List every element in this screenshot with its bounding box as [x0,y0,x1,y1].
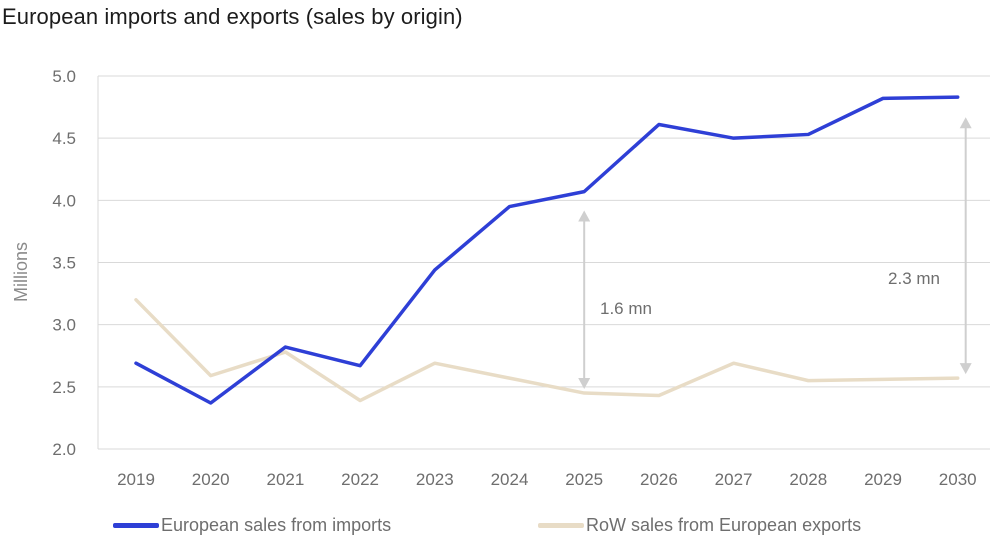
legend-label-imports: European sales from imports [161,515,392,535]
x-tick-label: 2026 [640,470,678,489]
x-tick-label: 2021 [266,470,304,489]
annotation-arrowhead-down [959,363,972,375]
annotation-arrowhead-up [959,117,972,129]
annotation-label: 1.6 mn [600,299,652,318]
x-tick-label: 2019 [117,470,155,489]
legend-swatch-imports [113,523,159,528]
x-tick-label: 2030 [939,470,977,489]
series-lines [134,95,960,405]
legend-label-exports: RoW sales from European exports [586,515,862,535]
annotation-arrowhead-up [578,210,591,222]
annotation-label: 2.3 mn [888,269,940,288]
y-tick-label: 4.0 [52,191,76,210]
legend-item-exports: RoW sales from European exports [538,515,861,536]
y-tick-label: 2.0 [52,440,76,459]
x-tick-label: 2023 [416,470,454,489]
y-tick-label: 5.0 [52,67,76,86]
annotations: 1.6 mn 2.3 mn [578,117,972,390]
series-line-imports [134,95,960,405]
y-axis-ticks: 2.0 2.5 3.0 3.5 4.0 4.5 5.0 [52,67,76,459]
chart-title: European imports and exports (sales by o… [2,4,463,29]
x-axis-ticks: 2019 2020 2021 2022 2023 2024 2025 2026 2027 2028… [117,470,977,489]
y-axis-label: Millions [11,242,31,302]
x-tick-label: 2027 [715,470,753,489]
x-tick-label: 2020 [192,470,230,489]
gridlines [97,75,990,450]
series-line-exports [134,298,960,403]
annotation-arrowhead-down [578,378,591,390]
x-tick-label: 2024 [491,470,529,489]
y-tick-label: 3.0 [52,316,76,335]
x-tick-label: 2028 [789,470,827,489]
legend-item-imports: European sales from imports [113,515,391,536]
x-tick-label: 2022 [341,470,379,489]
x-tick-label: 2025 [565,470,603,489]
legend-swatch-exports [538,523,584,528]
line-chart: 2.02.53.03.54.04.55.0 2019 2020 2021 2022 20… [11,67,990,489]
y-tick-label: 2.5 [52,378,76,397]
x-tick-label: 2029 [864,470,902,489]
y-tick-label: 3.5 [52,254,76,273]
y-tick-label: 4.5 [52,129,76,148]
